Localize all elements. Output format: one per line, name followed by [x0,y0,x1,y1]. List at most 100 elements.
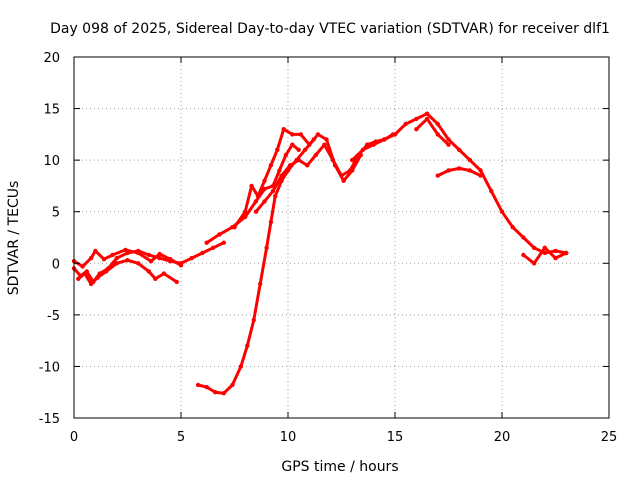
data-point [489,188,494,194]
data-point [302,147,308,152]
data-point [414,116,419,122]
series-line-satellite-track-8 [350,112,568,255]
data-point [243,209,248,214]
data-point [478,173,483,178]
data-point [298,132,303,137]
data-point [270,188,276,194]
x-axis-label: GPS time / hours [281,459,398,475]
tick-layer: 0 5 10 15 20 25 -15 -10 -5 0 5 10 15 20 [39,51,618,445]
data-point [273,194,278,199]
series-layer [71,111,569,396]
data-point [123,247,128,253]
data-point [80,264,85,269]
data-point [258,281,263,287]
data-point [88,255,94,261]
data-point [313,152,318,158]
data-point [564,250,569,256]
data-point [136,261,141,266]
data-point [287,163,293,168]
x-tick-label: 15 [387,430,404,445]
data-point [281,127,286,132]
data-point [403,121,408,127]
data-point [305,163,310,168]
data-point [82,271,87,276]
y-tick-label: -10 [39,360,60,375]
data-point [110,252,115,258]
data-point [457,147,462,152]
data-point [279,173,284,178]
series-line-satellite-track-5 [205,143,301,245]
data-point [307,142,312,147]
data-point [435,132,440,137]
series-line-satellite-track-3 [76,258,179,286]
data-point [230,382,235,388]
series-line-satellite-track-6 [233,127,363,229]
y-tick-label: 20 [43,51,60,66]
data-point [531,245,537,250]
data-point [542,245,547,250]
x-tick-label: 10 [280,430,297,445]
chart-title: Day 098 of 2025, Sidereal Day-to-day VTE… [50,21,610,37]
data-point [101,257,107,262]
data-point [290,132,295,137]
data-point [114,261,120,266]
data-point [76,276,81,281]
data-point [146,269,152,274]
data-point [553,255,558,261]
data-point [283,152,289,158]
data-point [339,173,344,178]
data-point [93,248,98,254]
data-point [251,317,256,323]
y-tick-label: -5 [47,309,60,324]
data-point [424,111,430,116]
data-point [204,384,209,390]
data-point [382,137,387,142]
grid-layer [74,57,609,418]
data-point [531,261,537,266]
data-point [446,142,451,147]
data-point [296,157,301,163]
data-point [478,168,483,173]
data-point [457,166,462,171]
data-point [157,255,162,261]
data-point [103,269,109,274]
x-tick-label: 20 [494,430,511,445]
data-point [157,251,162,257]
data-point [161,271,167,276]
data-point [178,263,184,268]
data-point [262,199,267,204]
data-point [264,245,269,250]
data-point [360,147,366,152]
data-point [521,252,526,258]
data-point [217,232,222,237]
data-point [341,178,346,183]
data-point [268,219,274,225]
data-point [253,199,259,204]
data-point [200,250,205,256]
data-point [262,178,267,183]
data-point [290,142,295,147]
data-point [510,225,515,230]
data-point [204,240,209,245]
x-tick-label: 25 [601,430,618,445]
data-point [174,279,179,285]
data-point [435,173,440,178]
data-point [322,142,327,147]
data-point [125,258,130,263]
data-point [245,343,250,348]
y-tick-label: 15 [43,103,60,118]
data-point [148,259,154,264]
data-point [371,142,376,147]
data-point [153,276,158,281]
data-point [446,168,451,173]
data-point [324,137,329,142]
data-point [95,275,100,280]
data-point [221,240,226,245]
data-point [275,147,280,152]
data-point [392,132,398,137]
y-tick-label: 0 [52,257,60,272]
data-point [414,127,419,132]
data-point [467,168,473,173]
series-line-satellite-track-11 [521,246,568,265]
data-point [424,116,430,122]
